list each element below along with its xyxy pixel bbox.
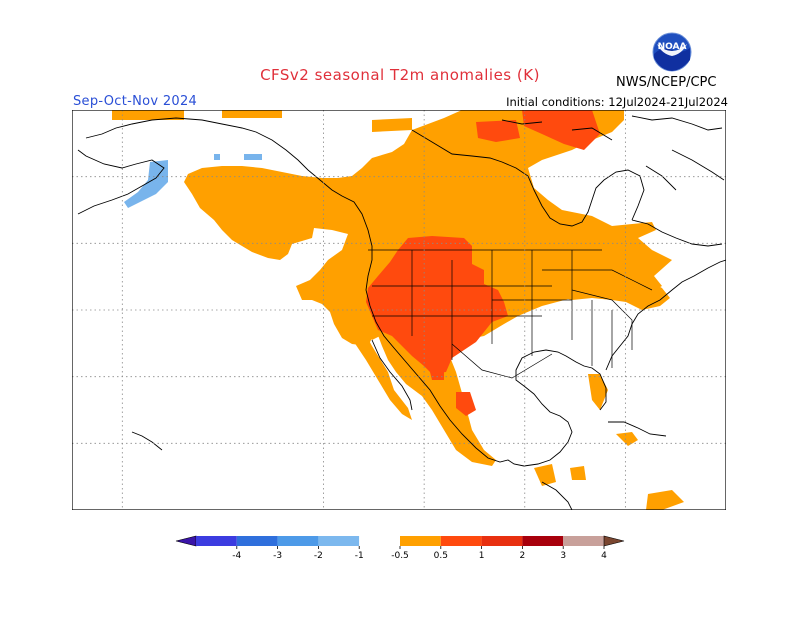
- season-label: Sep-Oct-Nov 2024: [73, 94, 198, 109]
- initial-conditions-label: Initial conditions: 12Jul2024-21Jul2024: [506, 95, 728, 109]
- anomaly-region-hot: [428, 364, 444, 380]
- anomaly-region-cool: [214, 154, 220, 160]
- colorbar-arrow-right: [603, 535, 625, 547]
- anomaly-region-warm: [346, 320, 412, 420]
- agency-label: NWS/NCEP/CPC: [616, 75, 717, 90]
- colorbar-label: 0.5: [434, 551, 448, 561]
- logo-text: NOAA: [658, 42, 687, 52]
- anomaly-region-warm: [534, 464, 556, 486]
- colorbar-swatch: [196, 536, 237, 546]
- colorbar-label: -1: [355, 551, 364, 561]
- anomaly-region-warm: [646, 490, 684, 510]
- colorbar-label: -0.5: [391, 551, 409, 561]
- colorbar-label: -3: [273, 551, 282, 561]
- colorbar-label: 4: [601, 551, 607, 561]
- colorbar-swatch: [318, 536, 360, 546]
- chart-title: CFSv2 seasonal T2m anomalies (K): [260, 66, 540, 84]
- colorbar-label: -4: [232, 551, 241, 561]
- colorbar: -4 -3 -2 -1 -0.5 0.5 1 2 3 4: [175, 535, 625, 561]
- state-borders: [368, 249, 653, 379]
- anomaly-region-hot: [456, 392, 476, 416]
- colorbar-arrow-left: [175, 535, 197, 547]
- anomaly-layer: [112, 110, 684, 510]
- colorbar-label: 1: [479, 551, 485, 561]
- colorbar-swatch: [563, 536, 604, 546]
- colorbar-swatch: [359, 536, 400, 546]
- colorbar-swatch: [481, 536, 523, 546]
- colorbar-label: 2: [520, 551, 526, 561]
- anomaly-region-warm: [570, 466, 586, 480]
- noaa-logo-icon: NOAA: [652, 32, 692, 72]
- anomaly-region-warm: [588, 374, 608, 410]
- anomaly-map: 10N20N30N40N50N60N70N180W140W120W100W80W…: [72, 110, 726, 510]
- colorbar-swatch: [236, 536, 278, 546]
- gridlines: [72, 110, 726, 510]
- anomaly-region-warm: [372, 118, 412, 132]
- anomaly-region-cool: [244, 154, 262, 160]
- colorbar-swatch: [522, 536, 564, 546]
- coastlines: [77, 115, 726, 510]
- colorbar-label: 3: [560, 551, 566, 561]
- anomaly-region-warm: [616, 432, 638, 446]
- colorbar-label: -2: [314, 551, 323, 561]
- anomaly-region-hot: [476, 120, 520, 142]
- anomaly-region-hot: [366, 236, 508, 374]
- anomaly-region-warm: [542, 262, 670, 310]
- anomaly-region-warm: [112, 110, 184, 120]
- colorbar-swatch: [277, 536, 319, 546]
- colorbar-swatch: [440, 536, 482, 546]
- colorbar-swatch: [400, 536, 441, 546]
- anomaly-region-warm: [222, 110, 282, 118]
- anomaly-region-hot: [522, 110, 600, 150]
